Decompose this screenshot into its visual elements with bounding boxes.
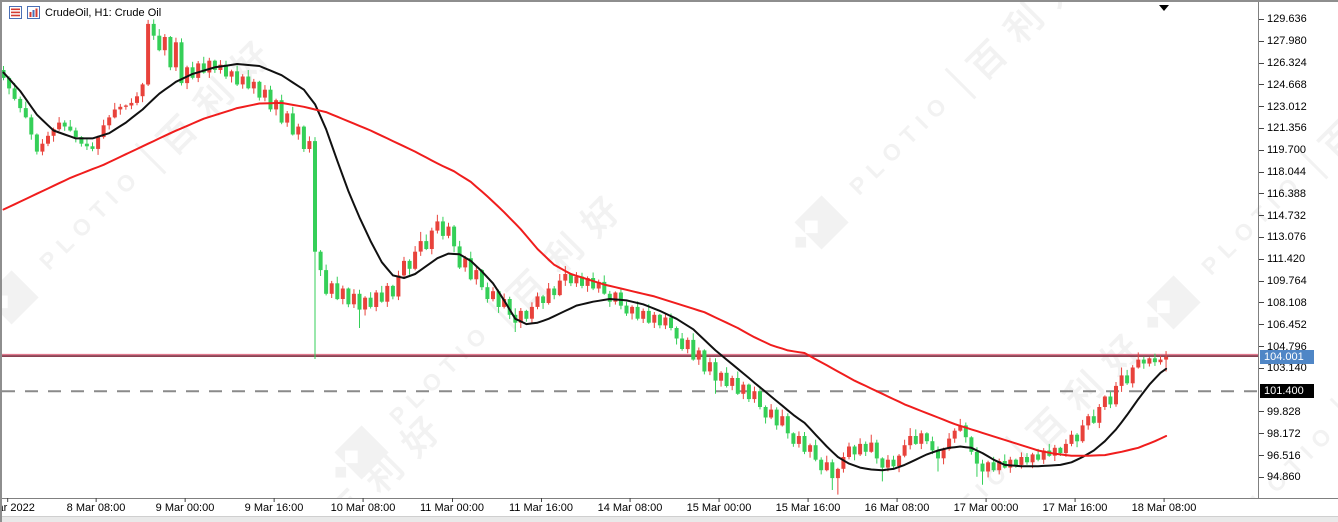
price-axis-tick: 109.764 (1259, 275, 1307, 287)
time-axis[interactable]: 7 Mar 2022 8 Mar 08:00 9 Mar 00:00 9 Mar 16… (2, 498, 1338, 516)
time-axis-tick: 10 Mar 08:00 (331, 498, 395, 514)
time-axis-tick: 8 Mar 08:00 (67, 498, 125, 514)
price-axis-tick: 124.668 (1259, 79, 1307, 91)
chart-icon[interactable] (27, 6, 40, 19)
time-axis-tick: 15 Mar 16:00 (776, 498, 840, 514)
time-axis-tick: 17 Mar 00:00 (954, 498, 1018, 514)
candlestick-chart-canvas[interactable] (2, 2, 1259, 498)
price-axis-tick: 116.388 (1259, 188, 1306, 200)
price-axis-tick: 99.828 (1259, 406, 1301, 418)
time-axis-tick: 15 Mar 00:00 (687, 498, 751, 514)
time-axis-tick: 9 Mar 16:00 (245, 498, 303, 514)
price-axis-tick: 94.860 (1259, 471, 1301, 483)
price-axis-tick: 121.356 (1259, 122, 1307, 134)
time-axis-tick: 9 Mar 00:00 (156, 498, 214, 514)
current-price-badge: 104.001 (1260, 349, 1314, 364)
time-axis-tick: 18 Mar 08:00 (1132, 498, 1196, 514)
symbol-row: CrudeOil, H1: Crude Oil (9, 6, 161, 19)
price-axis-tick: 108.108 (1259, 297, 1307, 309)
quotes-grid-icon[interactable] (9, 6, 22, 19)
price-axis-tick: 103.140 (1259, 362, 1307, 374)
price-axis-tick: 126.324 (1259, 57, 1307, 69)
time-axis-tick: 7 Mar 2022 (2, 498, 35, 514)
price-axis-tick: 127.980 (1259, 35, 1307, 47)
time-axis-tick: 16 Mar 08:00 (865, 498, 929, 514)
price-axis-tick: 118.044 (1259, 166, 1306, 178)
time-axis-tick: 14 Mar 08:00 (598, 498, 662, 514)
ma-fast-black[interactable] (2, 63, 1168, 472)
price-axis[interactable]: 129.636 127.980 126.324 124.668 123.012 121.3… (1258, 2, 1338, 498)
price-axis-tick: 111.420 (1259, 253, 1305, 265)
price-axis-tick: 114.732 (1259, 210, 1306, 222)
price-axis-tick: 123.012 (1259, 101, 1307, 113)
price-axis-tick: 129.636 (1259, 13, 1307, 25)
price-axis-tick: 113.076 (1259, 231, 1306, 243)
candles (2, 19, 1169, 495)
time-axis-tick: 11 Mar 16:00 (509, 498, 573, 514)
window-bottom-edge (2, 516, 1338, 522)
price-axis-tick: 98.172 (1259, 428, 1301, 440)
price-axis-tick: 106.452 (1259, 319, 1307, 331)
time-axis-tick: 17 Mar 16:00 (1043, 498, 1107, 514)
triangle-down-marker[interactable] (1159, 5, 1169, 11)
price-axis-tick: 119.700 (1259, 144, 1306, 156)
symbol-label: CrudeOil, H1: Crude Oil (45, 6, 162, 19)
price-axis-tick: 104.796 (1259, 341, 1307, 353)
price-axis-tick: 96.516 (1259, 450, 1301, 462)
time-axis-tick: 11 Mar 00:00 (420, 498, 484, 514)
ma-slow-red[interactable] (2, 101, 1168, 457)
level-price-badge: 101.400 (1260, 384, 1314, 399)
